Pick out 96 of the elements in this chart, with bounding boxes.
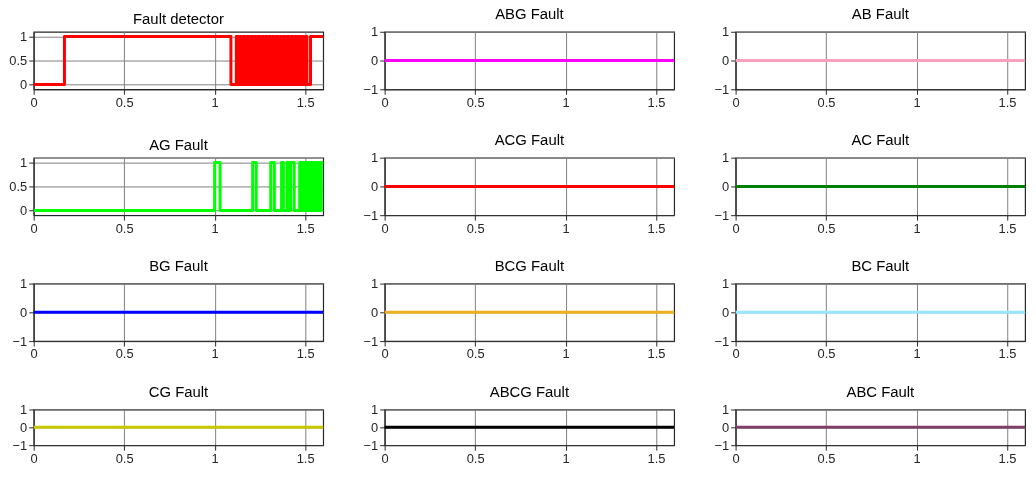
x-tick-label: 1.5 xyxy=(998,94,1017,110)
chart-title: AC Fault xyxy=(851,131,911,148)
chart-title: ACG Fault xyxy=(494,131,565,148)
x-tick-label: 1 xyxy=(562,346,570,362)
chart-title: CG Fault xyxy=(148,383,210,400)
x-tick-label: 0 xyxy=(381,220,389,236)
x-tick-label: 0 xyxy=(30,94,38,110)
y-tick-label: 1 xyxy=(371,150,379,166)
chart-title: BG Fault xyxy=(149,257,209,274)
x-tick-label: 0 xyxy=(732,220,740,236)
chart-title: BC Fault xyxy=(851,257,911,274)
y-tick-label: −1 xyxy=(363,437,379,453)
y-tick-label: 0 xyxy=(371,178,379,194)
y-tick-label: 1 xyxy=(20,154,28,170)
x-tick-label: 1.5 xyxy=(296,346,315,362)
y-tick-label: 0 xyxy=(721,52,730,68)
chart-title: ABG Fault xyxy=(495,5,565,22)
y-tick-label: 1 xyxy=(371,24,379,40)
x-tick-label: 1 xyxy=(211,94,219,110)
x-tick-label: 1 xyxy=(913,94,921,110)
x-tick-label: 0.5 xyxy=(817,220,836,236)
x-tick-label: 1 xyxy=(913,220,921,236)
chart-title: AB Fault xyxy=(851,5,910,22)
y-tick-label: 1 xyxy=(20,401,28,417)
x-tick-label: 0.5 xyxy=(817,450,836,466)
y-tick-label: 0 xyxy=(20,419,28,435)
x-tick-label: 0.5 xyxy=(115,346,134,362)
x-tick-label: 0 xyxy=(30,346,38,362)
x-tick-label: 1.5 xyxy=(296,94,315,110)
y-tick-label: 0 xyxy=(721,304,730,320)
y-tick-label: 1 xyxy=(20,276,28,292)
x-tick-label: 1 xyxy=(562,220,570,236)
x-tick-label: 1 xyxy=(211,220,219,236)
y-tick-label: −1 xyxy=(12,437,28,453)
x-tick-label: 1.5 xyxy=(998,346,1017,362)
x-tick-label: 1.5 xyxy=(647,220,666,236)
y-tick-label: −1 xyxy=(363,81,379,97)
y-tick-label: 1 xyxy=(371,401,379,417)
x-tick-label: 1 xyxy=(562,94,570,110)
chart-title: BCG Fault xyxy=(494,257,565,274)
y-tick-label: 0 xyxy=(20,76,28,92)
y-tick-label: −1 xyxy=(363,207,379,223)
y-tick-label: 1 xyxy=(371,276,379,292)
x-tick-label: 0.5 xyxy=(466,450,485,466)
x-tick-label: 1.5 xyxy=(998,220,1017,236)
x-tick-label: 0.5 xyxy=(466,220,485,236)
y-tick-label: −1 xyxy=(714,81,730,97)
x-tick-label: 0.5 xyxy=(466,346,485,362)
x-tick-label: 1.5 xyxy=(647,450,666,466)
x-tick-label: 1.5 xyxy=(296,220,315,236)
chart-title: ABCG Fault xyxy=(489,383,570,400)
x-tick-label: 0.5 xyxy=(817,94,836,110)
y-tick-label: 0 xyxy=(371,419,379,435)
y-tick-label: 1 xyxy=(721,24,730,40)
y-tick-label: 1 xyxy=(721,276,730,292)
y-tick-label: 1 xyxy=(20,29,28,45)
x-tick-label: 0.5 xyxy=(115,220,134,236)
y-tick-label: 0 xyxy=(20,304,28,320)
y-tick-label: 0 xyxy=(721,178,730,194)
x-tick-label: 1.5 xyxy=(296,450,315,466)
x-tick-label: 1.5 xyxy=(647,346,666,362)
x-tick-label: 1 xyxy=(211,346,219,362)
y-tick-label: 0 xyxy=(20,202,28,218)
x-tick-label: 0.5 xyxy=(466,94,485,110)
chart-title: AG Fault xyxy=(149,136,209,153)
y-tick-label: −1 xyxy=(12,333,28,349)
x-tick-label: 0 xyxy=(732,94,740,110)
y-tick-label: 1 xyxy=(721,401,730,417)
x-tick-label: 0 xyxy=(30,220,38,236)
x-tick-label: 1 xyxy=(913,450,921,466)
y-tick-label: 0.5 xyxy=(9,178,28,194)
y-tick-label: 0 xyxy=(721,419,730,435)
x-tick-label: 0.5 xyxy=(115,94,134,110)
x-tick-label: 0 xyxy=(381,94,389,110)
x-tick-label: 1.5 xyxy=(998,450,1017,466)
y-tick-label: −1 xyxy=(714,333,730,349)
chart-title: Fault detector xyxy=(133,10,224,27)
y-tick-label: −1 xyxy=(714,207,730,223)
x-tick-label: 1 xyxy=(562,450,570,466)
x-tick-label: 1 xyxy=(913,346,921,362)
x-tick-label: 0 xyxy=(30,450,38,466)
y-tick-label: 0.5 xyxy=(9,52,28,68)
x-tick-label: 0.5 xyxy=(115,450,134,466)
x-tick-label: 0 xyxy=(381,346,389,362)
y-tick-label: 0 xyxy=(371,52,379,68)
x-tick-label: 0 xyxy=(381,450,389,466)
x-tick-label: 0.5 xyxy=(817,346,836,362)
chart-title: ABC Fault xyxy=(846,383,916,400)
y-tick-label: −1 xyxy=(714,437,730,453)
y-tick-label: −1 xyxy=(363,333,379,349)
x-tick-label: 0 xyxy=(732,346,740,362)
y-tick-label: 1 xyxy=(721,150,730,166)
x-tick-label: 0 xyxy=(732,450,740,466)
x-tick-label: 1 xyxy=(211,450,219,466)
y-tick-label: 0 xyxy=(371,304,379,320)
x-tick-label: 1.5 xyxy=(647,94,666,110)
